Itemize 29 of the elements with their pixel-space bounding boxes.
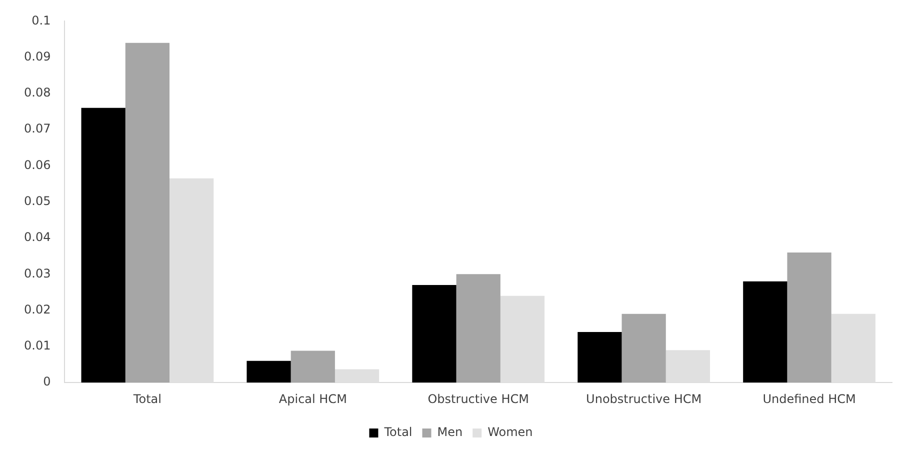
x-tick-label: Obstructive HCM	[428, 392, 529, 406]
y-tick-label: 0.05	[24, 194, 51, 208]
y-tick-label: 0.04	[24, 230, 51, 244]
x-tick-label: Unobstructive HCM	[586, 392, 702, 406]
y-tick-label: 0.07	[24, 122, 51, 136]
x-tick-label: Total	[132, 392, 162, 406]
y-tick-label: 0	[43, 374, 51, 389]
y-tick-label: 0.09	[24, 49, 51, 64]
bar	[622, 314, 666, 383]
bar	[743, 281, 788, 383]
bar	[787, 252, 832, 383]
bar	[456, 274, 500, 383]
x-tick-label: Apical HCM	[278, 392, 347, 406]
bar	[290, 350, 335, 383]
legend-label: Men	[437, 425, 463, 440]
y-tick-label: 0.02	[24, 302, 51, 316]
legend-label: Total	[383, 425, 412, 440]
legend-label: Women	[488, 425, 533, 440]
y-tick-label: 0.01	[24, 338, 51, 353]
bar	[412, 285, 456, 383]
y-tick-label: 0.1	[32, 13, 51, 28]
y-tick-label: 0.03	[24, 266, 51, 280]
y-tick-label: 0.08	[24, 86, 51, 100]
bar	[578, 332, 622, 383]
bar	[246, 360, 291, 383]
x-tick-label: Undefined HCM	[762, 392, 856, 406]
y-tick-label: 0.06	[24, 158, 51, 172]
bar	[125, 42, 170, 383]
bar	[81, 108, 126, 383]
